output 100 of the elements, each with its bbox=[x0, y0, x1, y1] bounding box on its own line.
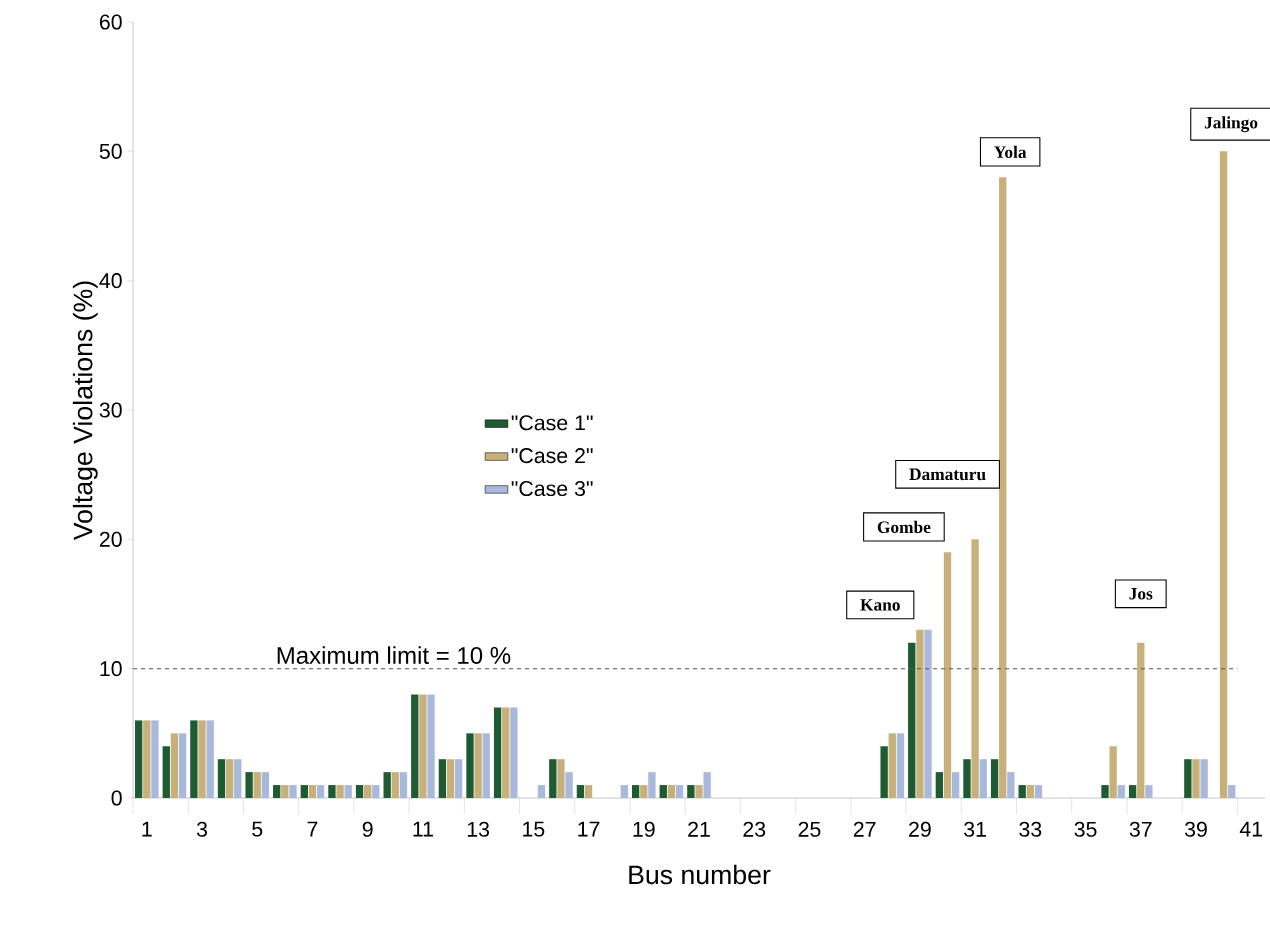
bar bbox=[687, 785, 695, 798]
y-tick-label: 50 bbox=[99, 143, 122, 159]
bar bbox=[1192, 759, 1200, 798]
bar bbox=[963, 759, 971, 798]
bar bbox=[1200, 759, 1208, 798]
bar bbox=[253, 772, 261, 798]
bar bbox=[979, 759, 987, 798]
bar bbox=[336, 785, 344, 798]
x-tick-label: 17 bbox=[578, 821, 600, 837]
bar bbox=[971, 539, 979, 798]
bar bbox=[1137, 642, 1145, 798]
bar bbox=[935, 772, 944, 798]
bar bbox=[217, 759, 226, 798]
bar bbox=[391, 772, 399, 798]
bar bbox=[170, 733, 179, 798]
bar bbox=[261, 772, 270, 798]
bar bbox=[703, 772, 711, 798]
bar bbox=[896, 733, 905, 798]
x-tick-label: 11 bbox=[413, 821, 433, 837]
bar bbox=[316, 785, 325, 798]
bar bbox=[916, 629, 924, 798]
x-tick-label: 21 bbox=[688, 821, 710, 837]
bar bbox=[675, 785, 684, 798]
x-tick-label: 19 bbox=[633, 821, 655, 837]
bar bbox=[584, 785, 593, 798]
bar bbox=[482, 733, 490, 798]
bar bbox=[135, 720, 143, 798]
bar bbox=[493, 707, 502, 798]
x-tick-label: 1 bbox=[142, 821, 152, 837]
annotation: Yola bbox=[994, 145, 1027, 158]
bar bbox=[273, 785, 281, 798]
bar bbox=[466, 733, 474, 798]
legend-label: "Case 3" bbox=[511, 481, 593, 497]
x-tick-label: 15 bbox=[523, 821, 545, 837]
bar bbox=[372, 785, 380, 798]
annotation: Gombe bbox=[877, 520, 931, 534]
x-tick-label: 7 bbox=[307, 821, 318, 837]
bar bbox=[245, 772, 253, 798]
bar bbox=[234, 759, 242, 798]
y-tick-label: 0 bbox=[111, 790, 122, 806]
bar bbox=[648, 772, 656, 798]
bar bbox=[999, 177, 1007, 798]
bar bbox=[1018, 785, 1026, 798]
legend-label: "Case 1" bbox=[511, 415, 593, 431]
bar bbox=[659, 785, 667, 798]
bar bbox=[206, 720, 214, 798]
bar bbox=[924, 629, 932, 798]
bar bbox=[411, 694, 419, 798]
bar bbox=[300, 785, 308, 798]
bar bbox=[178, 733, 187, 798]
bar bbox=[502, 707, 510, 798]
bar bbox=[640, 785, 648, 798]
bar bbox=[695, 785, 703, 798]
bar bbox=[355, 785, 364, 798]
bar bbox=[427, 694, 435, 798]
bar bbox=[1117, 785, 1125, 798]
x-tick-label: 35 bbox=[1074, 821, 1097, 837]
bar bbox=[1184, 759, 1192, 798]
x-axis-title: Bus number bbox=[629, 864, 771, 885]
x-tick-label: 25 bbox=[798, 821, 821, 837]
bar bbox=[565, 772, 573, 798]
annotation: Jalingo bbox=[1204, 116, 1258, 133]
bar bbox=[667, 785, 676, 798]
x-tick-label: 23 bbox=[743, 821, 766, 837]
bar bbox=[549, 759, 557, 798]
bar bbox=[143, 720, 151, 798]
bar bbox=[510, 707, 518, 798]
x-tick-label: 5 bbox=[252, 821, 263, 837]
bar bbox=[454, 759, 463, 798]
bar bbox=[151, 720, 159, 798]
bar bbox=[399, 772, 408, 798]
y-tick-label: 60 bbox=[99, 14, 122, 30]
bar bbox=[344, 785, 352, 798]
ref-line-label: Maximum limit = 10 % bbox=[277, 646, 511, 664]
y-tick-label: 10 bbox=[100, 661, 122, 677]
bar bbox=[951, 772, 960, 798]
y-tick-label: 30 bbox=[99, 402, 122, 418]
legend-label: "Case 2" bbox=[511, 448, 593, 464]
y-tick-label: 40 bbox=[99, 273, 122, 289]
y-axis-title: Voltage Violations (%) bbox=[72, 281, 98, 541]
bar bbox=[1101, 785, 1109, 798]
bar bbox=[190, 720, 198, 798]
bar bbox=[557, 759, 565, 798]
bar bbox=[419, 694, 427, 798]
bar bbox=[328, 785, 336, 798]
annotation: Jos bbox=[1129, 588, 1153, 600]
annotation: Damaturu bbox=[909, 468, 986, 481]
bar bbox=[908, 642, 916, 798]
bar bbox=[1007, 772, 1015, 798]
bar bbox=[364, 785, 372, 798]
bar bbox=[1109, 746, 1117, 798]
bar bbox=[1128, 785, 1137, 798]
bar bbox=[880, 746, 888, 798]
bar bbox=[474, 733, 482, 798]
x-tick-label: 29 bbox=[909, 821, 931, 837]
x-tick-label: 13 bbox=[467, 821, 490, 837]
bar bbox=[198, 720, 206, 798]
x-tick-label: 27 bbox=[853, 821, 876, 837]
bar bbox=[308, 785, 317, 798]
bar bbox=[225, 759, 234, 798]
